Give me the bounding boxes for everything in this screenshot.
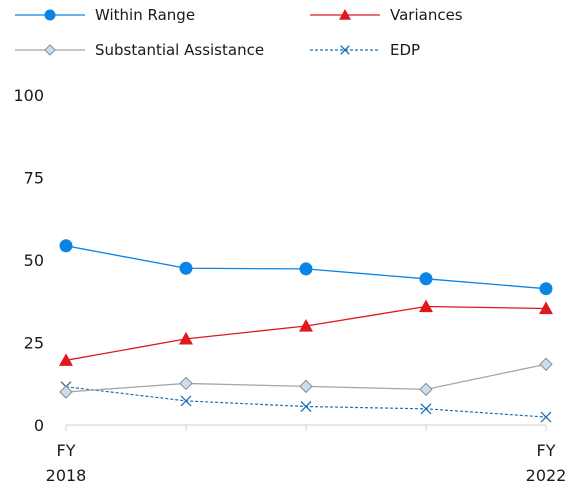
- data-point-edp: [300, 401, 312, 412]
- series-edp: [60, 381, 552, 423]
- x-tick-label: 2022: [526, 466, 567, 485]
- y-tick-label: 50: [24, 251, 44, 270]
- x-axis: FY 2018 FY 2022: [46, 424, 567, 485]
- x-tick-label: FY: [57, 441, 76, 460]
- data-point-edp: [420, 403, 432, 415]
- y-axis: 0 25 50 75 100: [13, 86, 44, 435]
- series-line-variances: [65, 305, 547, 361]
- data-point-within-range: [419, 272, 433, 286]
- x-tick-label: 2018: [46, 466, 87, 485]
- legend-marker-substantial-assistance: [44, 44, 56, 56]
- series-variances: [59, 299, 553, 366]
- data-point-variances: [299, 319, 313, 332]
- plot-area: [59, 239, 553, 423]
- legend-marker-variances: [339, 9, 351, 20]
- legend-label-within-range: Within Range: [95, 6, 195, 24]
- data-point-substantial-assistance: [539, 357, 553, 371]
- legend-marker-edp: [340, 45, 350, 55]
- data-point-substantial-assistance: [299, 379, 313, 394]
- data-point-variances: [179, 331, 193, 345]
- legend-label-substantial-assistance: Substantial Assistance: [95, 41, 264, 59]
- data-point-within-range: [299, 262, 313, 276]
- y-tick-label: 100: [13, 86, 44, 105]
- legend-marker-within-range: [44, 9, 56, 21]
- y-tick-label: 0: [34, 416, 44, 435]
- y-tick-label: 25: [24, 334, 44, 353]
- legend-label-edp: EDP: [390, 41, 420, 59]
- data-point-within-range: [539, 282, 553, 296]
- data-point-substantial-assistance: [419, 382, 433, 397]
- y-tick-label: 75: [24, 169, 44, 188]
- data-point-variances: [59, 353, 73, 366]
- series-within-range: [59, 239, 553, 296]
- data-point-within-range: [59, 239, 73, 253]
- data-point-within-range: [179, 261, 193, 275]
- series-substantial-assistance: [59, 357, 553, 399]
- data-point-edp: [540, 411, 552, 423]
- data-point-substantial-assistance: [59, 385, 73, 399]
- data-point-variances: [419, 299, 433, 313]
- chart-legend: Within Range Variances Substantial Assista…: [15, 6, 463, 59]
- x-tick-label: FY: [537, 441, 556, 460]
- data-point-edp: [180, 395, 192, 407]
- data-point-substantial-assistance: [179, 376, 193, 391]
- legend-label-variances: Variances: [390, 6, 463, 24]
- data-point-variances: [539, 301, 553, 315]
